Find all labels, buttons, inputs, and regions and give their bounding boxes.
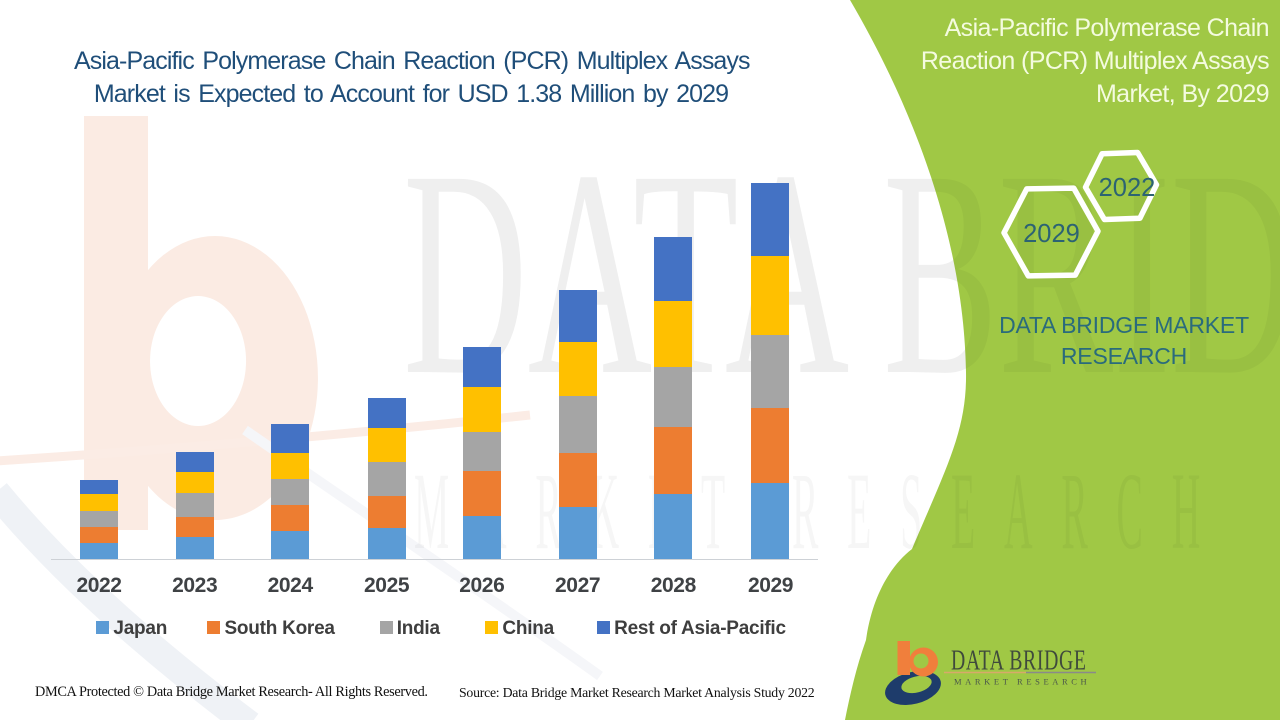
svg-text:MARKET RESEARCH: MARKET RESEARCH [954,677,1090,687]
svg-text:DATA BRIDGE: DATA BRIDGE [951,645,1087,677]
svg-text:2022: 2022 [1099,174,1156,202]
svg-text:2029: 2029 [1023,220,1080,248]
